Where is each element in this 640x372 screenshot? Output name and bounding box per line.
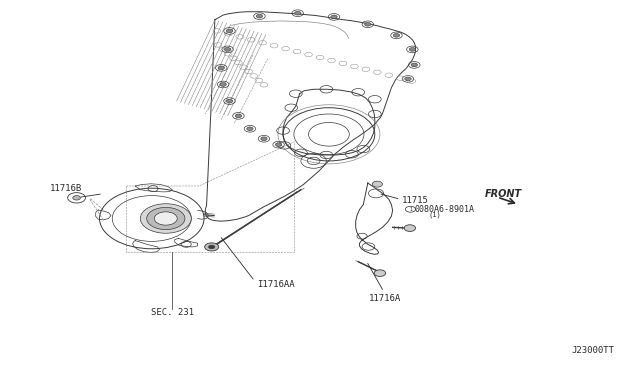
Circle shape bbox=[225, 48, 231, 51]
Circle shape bbox=[227, 29, 233, 33]
Text: (1): (1) bbox=[428, 211, 441, 218]
Circle shape bbox=[372, 181, 383, 187]
Circle shape bbox=[394, 33, 399, 37]
Circle shape bbox=[154, 212, 177, 225]
Text: FRONT: FRONT bbox=[484, 189, 522, 199]
Circle shape bbox=[275, 143, 282, 147]
Circle shape bbox=[411, 63, 417, 67]
Text: 11716B: 11716B bbox=[50, 184, 82, 193]
Circle shape bbox=[218, 66, 225, 70]
Circle shape bbox=[374, 270, 386, 276]
Text: 1: 1 bbox=[409, 207, 412, 212]
Circle shape bbox=[404, 225, 415, 231]
Circle shape bbox=[260, 137, 267, 141]
Circle shape bbox=[205, 243, 219, 251]
Circle shape bbox=[209, 245, 215, 249]
Text: 0080A6-8901A: 0080A6-8901A bbox=[414, 205, 474, 214]
Circle shape bbox=[73, 196, 81, 200]
Circle shape bbox=[140, 204, 191, 233]
Circle shape bbox=[256, 14, 262, 18]
Circle shape bbox=[365, 22, 371, 26]
Circle shape bbox=[331, 15, 337, 19]
Circle shape bbox=[227, 99, 233, 103]
Text: 11715: 11715 bbox=[401, 196, 428, 205]
Circle shape bbox=[220, 83, 227, 86]
Text: I1716AA: I1716AA bbox=[257, 280, 295, 289]
Circle shape bbox=[246, 127, 253, 131]
Text: SEC. 231: SEC. 231 bbox=[150, 308, 194, 317]
Circle shape bbox=[409, 48, 415, 51]
Circle shape bbox=[294, 12, 301, 15]
Text: J23000TT: J23000TT bbox=[572, 346, 614, 355]
Circle shape bbox=[236, 114, 242, 118]
Text: 11716A: 11716A bbox=[369, 294, 401, 303]
Circle shape bbox=[404, 77, 411, 81]
Circle shape bbox=[147, 208, 185, 230]
